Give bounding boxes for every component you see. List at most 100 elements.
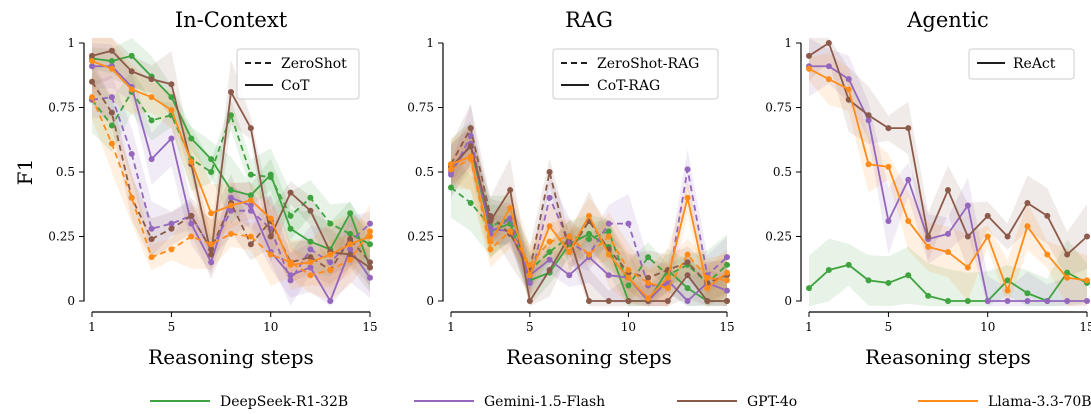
panel-title: In-Context xyxy=(175,8,288,32)
data-point xyxy=(945,298,951,304)
data-point xyxy=(487,218,494,225)
series-llama-3-3-70b-solid xyxy=(89,58,373,268)
data-point xyxy=(347,246,354,253)
data-point xyxy=(208,259,215,266)
data-point xyxy=(724,269,730,276)
data-point xyxy=(1024,290,1031,297)
data-point xyxy=(1044,298,1051,304)
data-point xyxy=(128,68,135,75)
data-point xyxy=(108,140,115,147)
data-point xyxy=(964,233,971,240)
data-point xyxy=(865,161,872,168)
data-point xyxy=(546,194,553,201)
data-point xyxy=(905,176,912,183)
data-point xyxy=(605,228,612,235)
data-point xyxy=(586,236,592,243)
data-point xyxy=(825,267,832,274)
data-point xyxy=(1084,233,1090,240)
data-point xyxy=(247,233,254,240)
x-tick-label: 1 xyxy=(447,320,455,334)
data-point xyxy=(684,251,691,258)
data-point xyxy=(1084,298,1090,304)
data-point xyxy=(89,52,95,59)
data-point xyxy=(625,282,632,289)
data-point xyxy=(885,279,892,286)
data-point xyxy=(247,192,254,199)
data-point xyxy=(625,267,632,274)
series-gpt-4o-solid xyxy=(89,47,373,271)
data-point xyxy=(148,156,155,163)
data-point xyxy=(806,285,812,292)
data-point xyxy=(487,212,494,219)
data-point xyxy=(1084,277,1090,284)
data-point xyxy=(89,63,95,70)
data-point xyxy=(526,261,533,268)
data-point xyxy=(228,187,234,194)
data-point xyxy=(1024,199,1031,206)
x-axis-label: Reasoning steps xyxy=(148,345,314,369)
error-band xyxy=(451,104,727,307)
data-point xyxy=(287,225,294,232)
data-point xyxy=(168,246,175,253)
data-point xyxy=(247,207,254,214)
data-point xyxy=(188,233,195,240)
data-point xyxy=(247,125,254,132)
data-point xyxy=(704,298,711,304)
data-point xyxy=(188,212,195,219)
data-point xyxy=(467,156,474,163)
data-point xyxy=(1064,269,1071,276)
y-tick-label: 0.5 xyxy=(56,165,75,179)
data-point xyxy=(128,86,135,93)
data-point xyxy=(287,259,294,266)
data-point xyxy=(347,210,354,217)
data-point xyxy=(605,251,612,258)
data-point xyxy=(347,251,354,258)
series-line xyxy=(91,91,371,246)
data-point xyxy=(188,135,195,142)
data-point xyxy=(487,225,494,232)
data-point xyxy=(566,233,573,240)
data-point xyxy=(367,264,373,271)
data-point xyxy=(925,292,932,299)
x-axis-label: Reasoning steps xyxy=(865,345,1031,369)
y-tick-label: 0 xyxy=(784,294,792,308)
data-point xyxy=(546,223,553,230)
error-band xyxy=(451,124,727,307)
data-point xyxy=(228,112,234,119)
x-tick-label: 15 xyxy=(362,320,377,334)
data-point xyxy=(526,279,533,286)
data-point xyxy=(128,194,135,201)
data-point xyxy=(327,251,334,258)
series-deepseek-r1-32b-dashed xyxy=(89,89,373,248)
data-point xyxy=(825,63,832,70)
data-point xyxy=(367,220,373,227)
data-point xyxy=(448,161,454,168)
series-line xyxy=(450,158,728,290)
data-point xyxy=(148,76,155,83)
series-llama-3-3-70b-dashed xyxy=(448,156,730,292)
data-point xyxy=(645,254,652,261)
data-point xyxy=(586,230,592,237)
series-gemini-1-5-flash-solid xyxy=(806,63,1090,304)
legend-label: ZeroShot-RAG xyxy=(597,56,699,72)
data-point xyxy=(148,94,155,101)
error-band xyxy=(451,127,727,307)
data-point xyxy=(1024,223,1031,230)
data-point xyxy=(287,277,294,284)
data-point xyxy=(287,212,294,219)
data-point xyxy=(566,248,573,255)
data-point xyxy=(507,228,514,235)
data-point xyxy=(307,207,314,214)
y-tick-label: 0.5 xyxy=(415,165,434,179)
legend-label: ReAct xyxy=(1013,56,1056,72)
data-point xyxy=(267,233,274,240)
data-point xyxy=(307,194,314,201)
bottom-legend-label: Llama-3.3-70B xyxy=(988,394,1091,410)
data-point xyxy=(448,166,454,173)
data-point xyxy=(188,158,195,165)
data-point xyxy=(247,241,254,248)
y-tick-label: 0.75 xyxy=(765,101,792,115)
data-point xyxy=(905,218,912,225)
data-point xyxy=(347,256,354,263)
